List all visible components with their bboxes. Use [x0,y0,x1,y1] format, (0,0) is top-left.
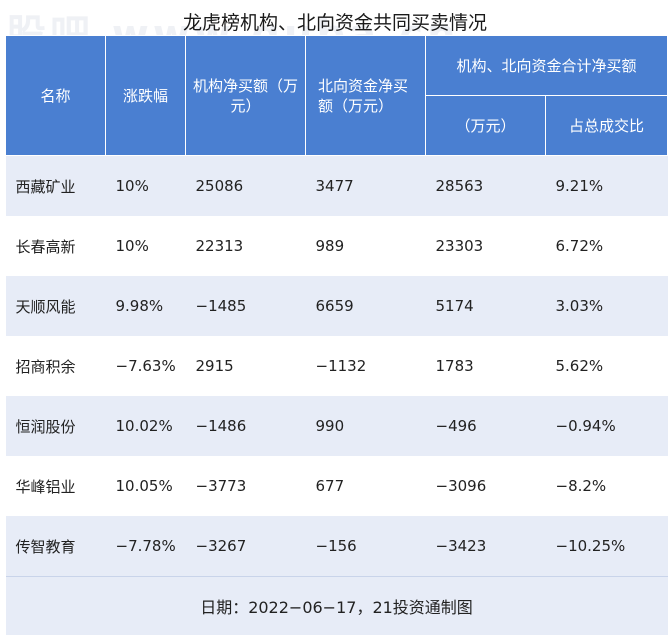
cell-inst: −1485 [185,276,306,336]
cell-inst: −1486 [185,396,306,456]
cell-north: 6659 [305,276,426,336]
table-row: 西藏矿业 10% 25086 3477 28563 9.21% [5,155,668,216]
cell-combined: 23303 [425,216,546,276]
cell-ratio: 5.62% [545,336,668,396]
cell-change: −7.63% [105,336,186,396]
cell-name: 天顺风能 [5,276,106,336]
cell-change: 10.05% [105,456,186,516]
cell-north: 989 [305,216,426,276]
table-footer: 日期：2022−06−17，21投资通制图 [5,576,668,635]
cell-name: 招商积余 [5,336,106,396]
cell-change: 10% [105,216,186,276]
table-row: 天顺风能 9.98% −1485 6659 5174 3.03% [5,276,668,336]
page-title: 龙虎榜机构、北向资金共同买卖情况 [182,12,487,34]
header-change: 涨跌幅 [105,35,186,156]
header-ratio: 占总成交比 [544,95,669,156]
cell-name: 恒润股份 [5,396,106,456]
cell-inst: 25086 [185,155,306,216]
cell-name: 传智教育 [5,516,106,577]
cell-north: 990 [305,396,426,456]
cell-name: 华峰铝业 [5,456,106,516]
table-row: 长春高新 10% 22313 989 23303 6.72% [5,216,668,276]
cell-combined: −496 [425,396,546,456]
cell-north: −156 [305,516,426,577]
cell-name: 西藏矿业 [5,155,106,216]
cell-inst: 22313 [185,216,306,276]
cell-combined: 1783 [425,336,546,396]
table-row: 传智教育 −7.78% −3267 −156 −3423 −10.25% [5,516,668,577]
cell-change: 10.02% [105,396,186,456]
cell-north: 3477 [305,155,426,216]
cell-change: 10% [105,155,186,216]
cell-combined: −3423 [425,516,546,577]
cell-north: −1132 [305,336,426,396]
cell-inst: −3267 [185,516,306,577]
cell-ratio: −10.25% [545,516,668,577]
table-row: 恒润股份 10.02% −1486 990 −496 −0.94% [5,396,668,456]
cell-ratio: −8.2% [545,456,668,516]
table-footer-row: 日期：2022−06−17，21投资通制图 [5,576,668,635]
header-combined: （万元） [425,95,546,156]
cell-change: 9.98% [105,276,186,336]
cell-north: 677 [305,456,426,516]
cell-ratio: −0.94% [545,396,668,456]
cell-ratio: 9.21% [545,155,668,216]
data-table: 名称 涨跌幅 机构净买额（万元） 北向资金净买额（万元） 机构、北向资金合计净买… [5,35,669,635]
cell-change: −7.78% [105,516,186,577]
header-north: 北向资金净买额（万元） [305,35,426,156]
table-row: 招商积余 −7.63% 2915 −1132 1783 5.62% [5,336,668,396]
cell-combined: 5174 [425,276,546,336]
cell-inst: −3773 [185,456,306,516]
header-combined-group: 机构、北向资金合计净买额 [424,35,669,96]
table-row: 华峰铝业 10.05% −3773 677 −3096 −8.2% [5,456,668,516]
cell-ratio: 3.03% [545,276,668,336]
header-name: 名称 [5,35,106,156]
cell-ratio: 6.72% [545,216,668,276]
header-inst: 机构净买额（万元） [185,35,306,156]
cell-combined: 28563 [425,155,546,216]
cell-combined: −3096 [425,456,546,516]
cell-name: 长春高新 [5,216,106,276]
cell-inst: 2915 [185,336,306,396]
